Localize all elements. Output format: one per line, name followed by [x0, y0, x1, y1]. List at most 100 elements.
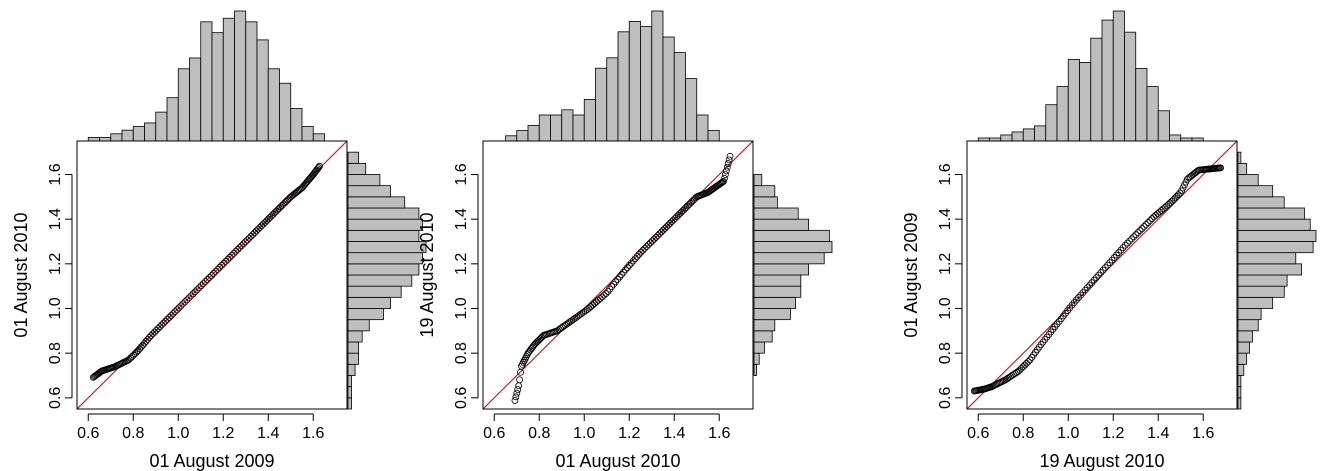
qq-point	[633, 253, 641, 260]
qq-point	[214, 265, 222, 273]
side-histogram-bar	[1237, 363, 1245, 376]
side-histogram-bar	[1237, 185, 1274, 198]
top-histogram-bar	[595, 67, 608, 142]
top-histogram-bar	[617, 31, 630, 142]
x-tick-label: 1.4	[1147, 425, 1169, 442]
qq-point	[612, 278, 620, 286]
top-histogram-bar	[189, 57, 202, 142]
qq-point	[167, 312, 175, 319]
qq-point	[568, 317, 575, 325]
qq-point	[574, 312, 582, 320]
side-histogram-bar	[753, 363, 757, 376]
qq-point	[1134, 229, 1142, 237]
qq-point	[623, 264, 631, 271]
top-histogram-bar	[1157, 110, 1170, 142]
qq-point	[637, 248, 645, 256]
top-histogram-bar	[312, 133, 325, 142]
qq-point	[1110, 254, 1118, 261]
qq-point	[1148, 215, 1156, 223]
side-histogram-bar	[753, 263, 809, 276]
qq-point	[654, 232, 662, 239]
side-histogram-bar	[347, 274, 413, 287]
qq-point	[1152, 211, 1160, 219]
top-histogram-bar	[256, 39, 269, 142]
side-histogram-bar	[347, 363, 356, 376]
side-histogram-bar	[1237, 319, 1259, 332]
qq-point	[618, 271, 625, 278]
y-tick-label: 1.6	[47, 163, 64, 185]
side-histogram-bar	[753, 229, 830, 242]
side-histogram-bar	[753, 308, 791, 321]
side-histogram-bar	[753, 196, 778, 209]
qq-point	[602, 290, 610, 297]
qq-point	[189, 290, 197, 298]
top-histogram-bar	[155, 111, 168, 142]
qq-point	[1176, 189, 1184, 197]
side-histogram-bar	[347, 151, 360, 164]
x-axis-label: 01 August 2009	[149, 451, 274, 471]
side-histogram-bar	[347, 207, 420, 220]
qq-point	[165, 314, 173, 321]
qq-point	[234, 246, 242, 253]
qq-point	[663, 223, 671, 231]
y-axis: 0.6 0.8 1.0 1.2 1.4 1.6	[937, 163, 963, 409]
qq-point	[1130, 233, 1138, 241]
side-histogram-bar	[753, 352, 760, 365]
qq-point	[536, 335, 544, 343]
qq-point	[183, 296, 191, 304]
side-histogram-bar	[1237, 375, 1242, 388]
top-histogram-bar	[110, 133, 123, 142]
qq-point	[641, 245, 649, 252]
side-histogram-bar	[753, 207, 799, 220]
qq-point	[656, 230, 664, 238]
side-histogram-bar	[347, 352, 360, 365]
qq-point	[661, 225, 669, 232]
qq-point	[1115, 249, 1123, 256]
qq-point	[723, 163, 731, 171]
x-axis-label: 01 August 2010	[555, 451, 680, 471]
side-histogram	[1237, 151, 1317, 410]
top-histogram-bar	[572, 114, 585, 142]
qq-point	[645, 241, 652, 249]
side-histogram-bar	[753, 319, 776, 332]
qq-point	[1081, 286, 1089, 294]
qq-point	[598, 293, 606, 301]
qq-point	[606, 285, 614, 293]
side-histogram-bar	[347, 319, 370, 332]
qq-point	[650, 235, 658, 243]
y-axis: 0.6 0.8 1.0 1.2 1.4 1.6	[453, 163, 479, 409]
qq-point	[610, 280, 618, 288]
side-histogram-bar	[753, 185, 776, 198]
qq-point	[230, 249, 238, 257]
qq-point	[193, 286, 201, 294]
qq-point	[1106, 259, 1114, 267]
qq-point	[594, 296, 602, 304]
qq-points	[511, 152, 734, 404]
qq-point	[149, 330, 157, 338]
qq-point	[185, 294, 193, 302]
qq-point	[657, 228, 665, 236]
qq-point	[141, 339, 148, 347]
top-histogram-bar	[301, 126, 314, 142]
qq-point	[531, 340, 539, 348]
top-histogram-bar	[538, 114, 551, 142]
top-histogram-bar	[1067, 58, 1080, 142]
qq-point	[151, 328, 158, 336]
x-tick-label: 0.8	[122, 425, 144, 442]
qq-point	[147, 332, 155, 339]
side-histogram-bar	[347, 330, 363, 343]
qq-point	[1170, 196, 1177, 203]
x-tick-label: 1.4	[257, 425, 279, 442]
top-histogram-bar	[121, 129, 134, 142]
side-histogram-bar	[1237, 397, 1242, 410]
qq-point	[622, 266, 629, 274]
qq-point	[1142, 221, 1150, 228]
qq-point	[195, 284, 203, 292]
side-histogram-bar	[1237, 263, 1302, 276]
qq-point	[726, 152, 734, 160]
side-histogram-bar	[1237, 196, 1285, 209]
side-histogram-bar	[347, 185, 391, 198]
qq-point	[571, 314, 579, 322]
qq-point	[1104, 261, 1111, 269]
